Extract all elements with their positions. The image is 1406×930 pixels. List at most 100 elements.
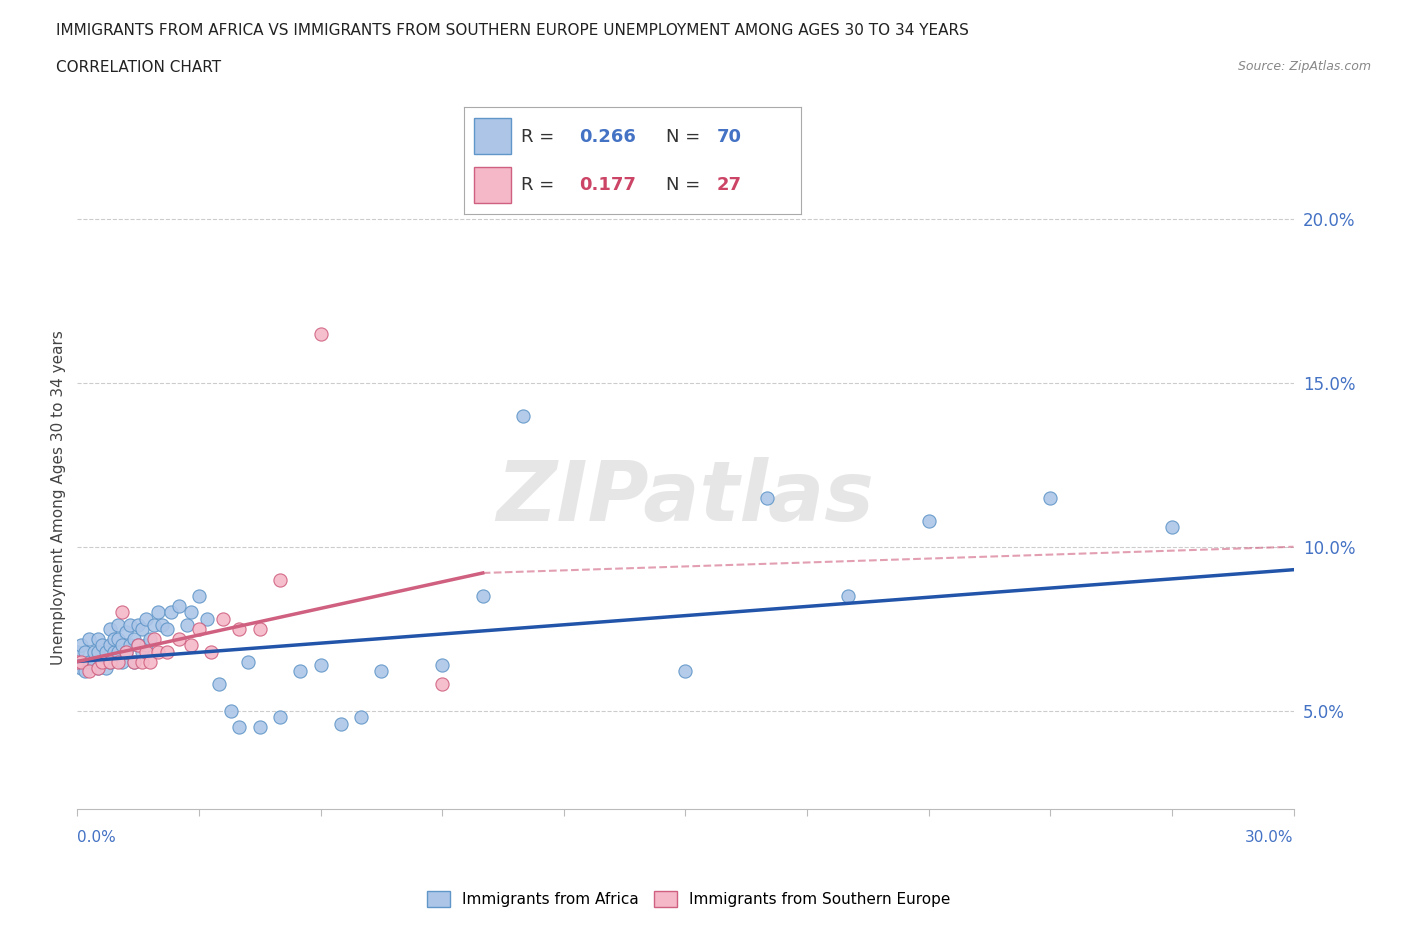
Point xyxy=(75,664,97,679)
Point xyxy=(103,644,125,659)
Point xyxy=(118,638,141,653)
Text: 0.266: 0.266 xyxy=(579,128,636,146)
Text: 70: 70 xyxy=(717,128,742,146)
Point xyxy=(329,716,352,731)
Point xyxy=(180,604,202,619)
Point xyxy=(98,654,121,669)
Point xyxy=(675,664,697,679)
Point xyxy=(70,638,93,653)
Point xyxy=(236,654,259,669)
Text: R =: R = xyxy=(522,128,561,146)
Point xyxy=(122,654,145,669)
Point xyxy=(86,660,108,675)
Text: CORRELATION CHART: CORRELATION CHART xyxy=(56,60,221,75)
FancyBboxPatch shape xyxy=(474,166,512,204)
Point xyxy=(143,618,166,633)
Point xyxy=(70,654,93,669)
Point xyxy=(918,513,941,528)
Text: N =: N = xyxy=(666,128,706,146)
Point xyxy=(131,621,153,636)
Point xyxy=(127,618,149,633)
Point xyxy=(98,621,121,636)
Point xyxy=(131,654,153,669)
Text: ZIPatlas: ZIPatlas xyxy=(496,457,875,538)
Point xyxy=(83,654,105,669)
Point xyxy=(86,631,108,646)
Point xyxy=(107,631,129,646)
Point xyxy=(430,658,453,672)
Point xyxy=(167,598,190,613)
Point xyxy=(98,638,121,653)
Point xyxy=(755,490,778,505)
Point xyxy=(269,572,291,587)
Point xyxy=(86,644,108,659)
Point xyxy=(90,638,112,653)
Point xyxy=(249,621,271,636)
Text: 27: 27 xyxy=(717,176,742,194)
Text: R =: R = xyxy=(522,176,561,194)
Point xyxy=(370,664,392,679)
Point xyxy=(135,611,157,626)
Point xyxy=(79,654,101,669)
Text: Source: ZipAtlas.com: Source: ZipAtlas.com xyxy=(1237,60,1371,73)
Point xyxy=(127,638,149,653)
Point xyxy=(512,408,534,423)
Point xyxy=(107,654,129,669)
Point xyxy=(94,644,117,659)
Point xyxy=(107,644,129,659)
Point xyxy=(118,618,141,633)
Point xyxy=(79,664,101,679)
Point xyxy=(135,644,157,659)
Point xyxy=(98,654,121,669)
Point xyxy=(70,660,93,675)
Text: 0.177: 0.177 xyxy=(579,176,636,194)
Point xyxy=(90,654,112,669)
Legend: Immigrants from Africa, Immigrants from Southern Europe: Immigrants from Africa, Immigrants from … xyxy=(420,884,957,913)
Point xyxy=(430,677,453,692)
Point xyxy=(131,644,153,659)
Text: 0.0%: 0.0% xyxy=(77,830,117,844)
Point xyxy=(107,618,129,633)
Point xyxy=(471,589,494,604)
Point xyxy=(103,631,125,646)
Point xyxy=(66,654,89,669)
Text: N =: N = xyxy=(666,176,706,194)
Point xyxy=(155,621,177,636)
Point xyxy=(159,604,181,619)
Point xyxy=(309,658,332,672)
Text: IMMIGRANTS FROM AFRICA VS IMMIGRANTS FROM SOUTHERN EUROPE UNEMPLOYMENT AMONG AGE: IMMIGRANTS FROM AFRICA VS IMMIGRANTS FRO… xyxy=(56,23,969,38)
Point xyxy=(208,677,231,692)
Point xyxy=(188,621,211,636)
Point xyxy=(139,631,162,646)
Point xyxy=(221,703,243,718)
Point xyxy=(83,644,105,659)
Point xyxy=(309,326,332,341)
Point xyxy=(127,638,149,653)
FancyBboxPatch shape xyxy=(474,118,512,154)
Point xyxy=(66,654,89,669)
Point xyxy=(122,631,145,646)
Point xyxy=(94,660,117,675)
Y-axis label: Unemployment Among Ages 30 to 34 years: Unemployment Among Ages 30 to 34 years xyxy=(51,330,66,665)
Point xyxy=(143,631,166,646)
Text: 30.0%: 30.0% xyxy=(1246,830,1294,844)
Point xyxy=(269,710,291,724)
Point xyxy=(111,654,134,669)
Point xyxy=(90,654,112,669)
Point xyxy=(152,618,174,633)
Point xyxy=(1039,490,1062,505)
Point xyxy=(75,644,97,659)
Point xyxy=(176,618,198,633)
Point xyxy=(228,621,250,636)
Point xyxy=(111,604,134,619)
Point xyxy=(228,720,250,735)
Point xyxy=(195,611,218,626)
Point xyxy=(139,654,162,669)
Point xyxy=(86,660,108,675)
Point xyxy=(115,644,138,659)
Point xyxy=(79,631,101,646)
Point xyxy=(188,589,211,604)
Point xyxy=(1161,520,1184,535)
Point xyxy=(115,644,138,659)
Point xyxy=(290,664,312,679)
